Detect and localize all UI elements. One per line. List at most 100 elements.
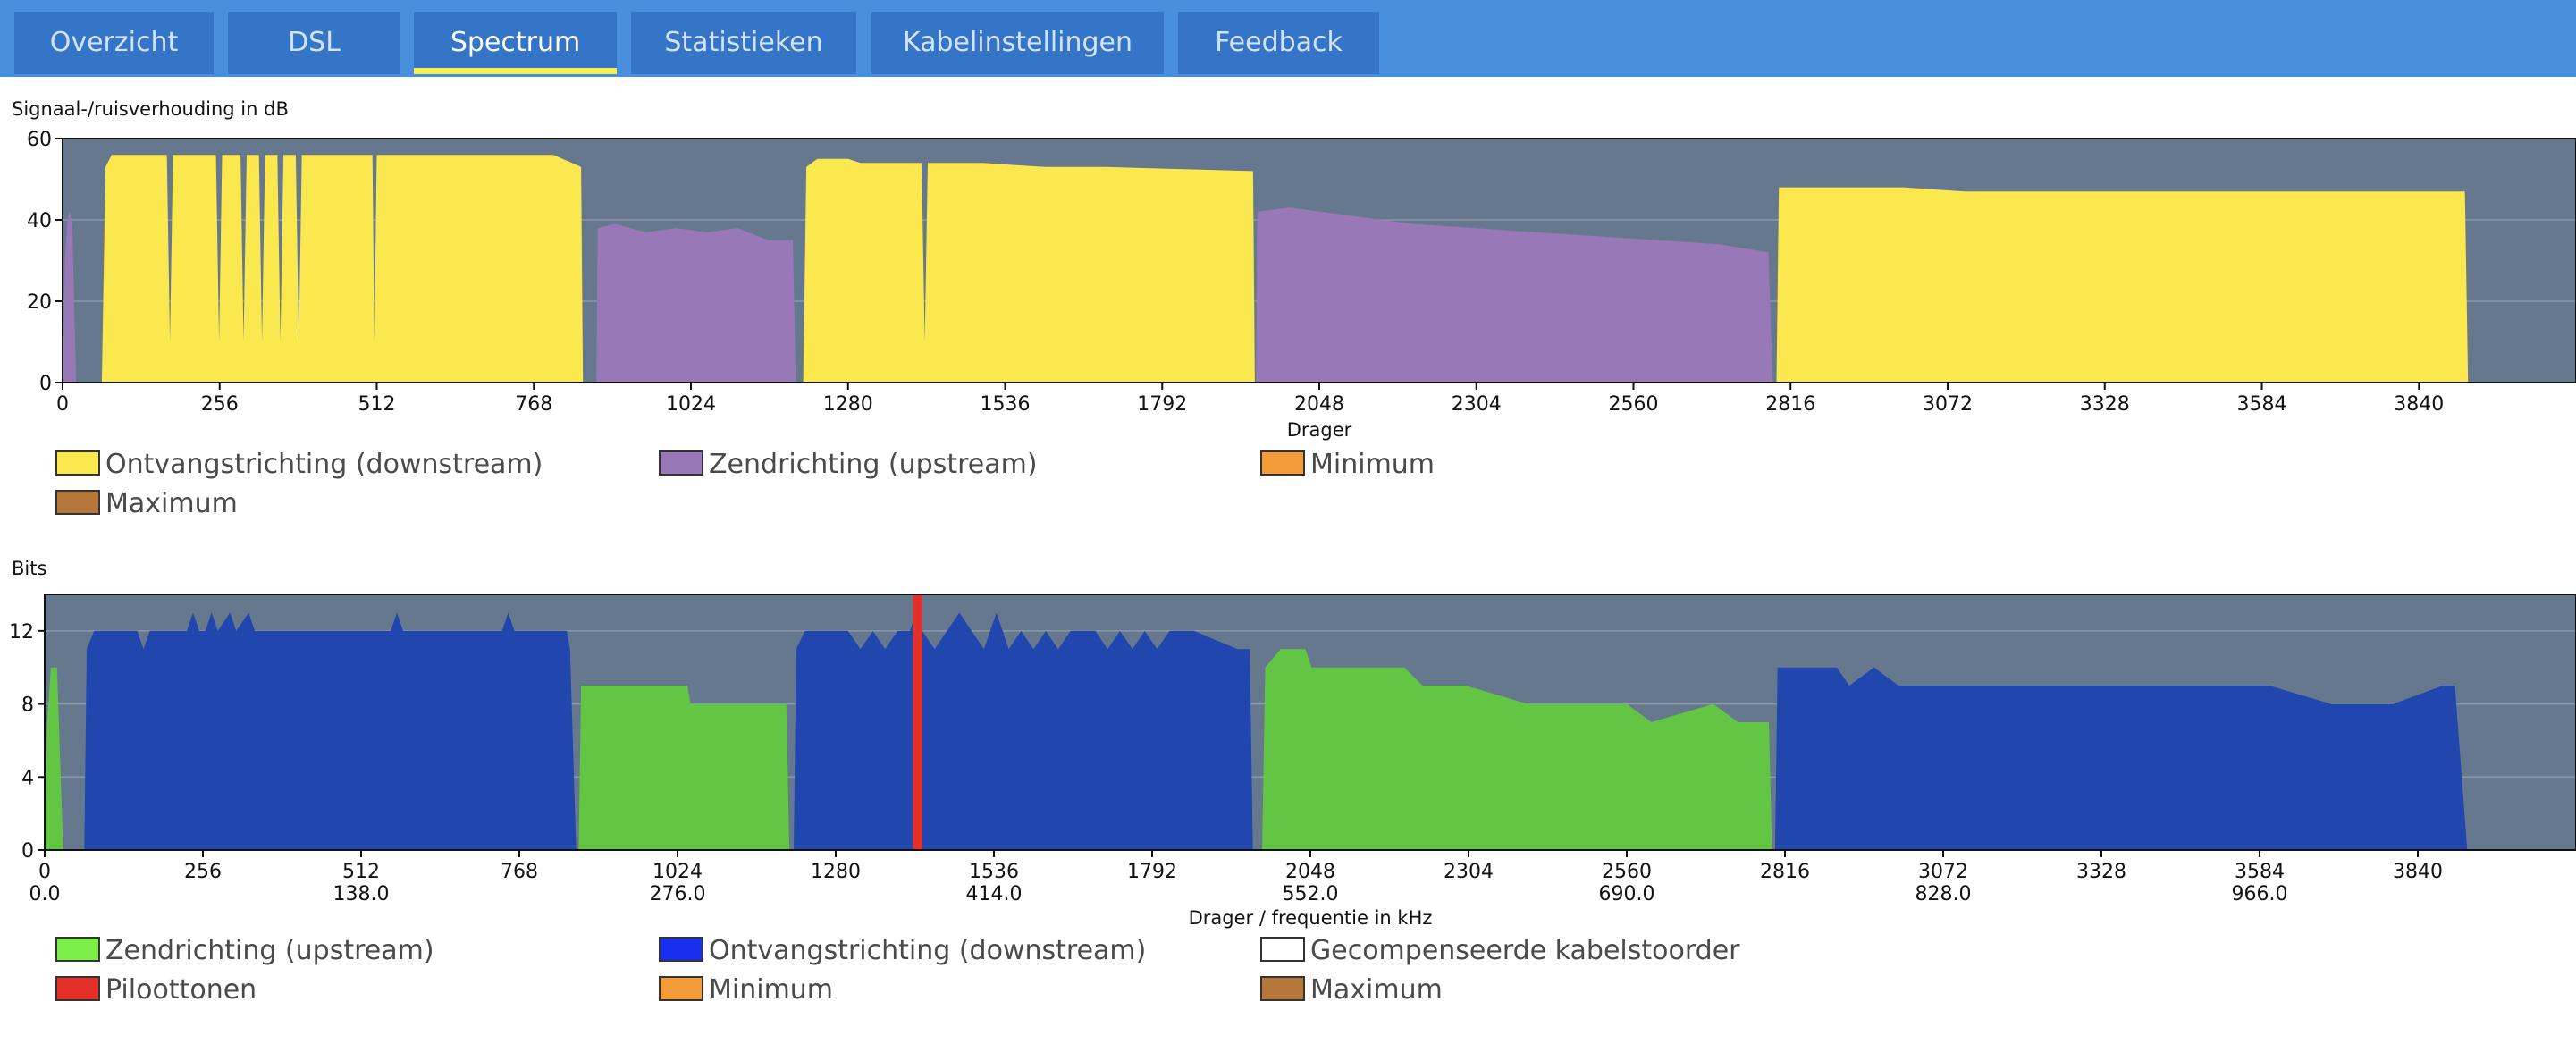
series-ontvangstrichting-downstream- [101,155,2469,383]
legend-swatch [659,975,703,1001]
series-zendrichting-upstream- [63,207,1773,383]
x-tick-label: 3328 [2076,861,2126,883]
tab-label: Statistieken [664,27,823,58]
series-zendrichting-upstream- [45,649,1772,850]
tab-dsl[interactable]: DSL [228,12,400,74]
x-tick-label: 2560 [1609,393,1659,416]
y-tick-label: 40 [27,210,52,232]
tab-statistieken[interactable]: Statistieken [631,12,856,74]
legend-label: Zendrichting (upstream) [709,449,1038,480]
x-tick-label: 2048 [1285,861,1335,883]
legend-swatch [659,450,703,476]
x-tick-label: 1792 [1127,861,1177,883]
x-tick-label: 256 [184,861,222,883]
x-tick-label: 1536 [981,393,1031,416]
tab-overzicht[interactable]: Overzicht [14,12,214,74]
x-tick-label: 512 [358,393,396,416]
x-tick-label: 1024 [666,393,716,416]
snr-chart: 0 20 40 60 0 256 512 768 1024 1280 1536 1792 2048 230… [27,129,2576,441]
x-tick-label: 1024 [652,861,703,883]
y-tick-label: 8 [21,695,34,717]
legend-swatch [1260,936,1305,962]
legend-swatch [1260,975,1305,1001]
x-tick-label: 1280 [823,393,873,416]
x-tick-label: 3072 [1918,861,1968,883]
legend-label: Maximum [1310,974,1443,1006]
tab-label: Feedback [1215,27,1343,58]
x-tick-label: 3328 [2080,393,2130,416]
x-tick-label: 1280 [811,861,861,883]
snr-chart-ylabel: Signaal-/ruisverhouding in dB [12,98,289,120]
x-tick-label: 1536 [969,861,1019,883]
legend-label: Piloottonen [105,974,257,1006]
x-axis-label: Drager / frequentie in kHz [1189,907,1433,929]
x-tick-label: 768 [515,393,552,416]
x-tick-label: 256 [201,393,239,416]
tab-feedback[interactable]: Feedback [1178,12,1379,74]
x-tick-label: 2048 [1294,393,1344,416]
bits-chart: 0 4 8 12 0 256 512 768 1024 1280 1536 1792 2048 2304 2… [9,594,2576,929]
y-tick-label: 20 [27,291,52,314]
tab-label: Spectrum [450,27,581,58]
bits-chart-ylabel: Bits [12,558,47,579]
x-tick-label: 3584 [2235,861,2285,883]
legend-bits-maximum: Maximum [1260,975,1443,1006]
legend-bits-downstream: Ontvangstrichting (downstream) [659,936,1146,966]
series-piloottonen [913,594,922,850]
y-tick-label: 0 [21,840,34,863]
x-tick-label: 512 [342,861,380,883]
legend-swatch [55,936,100,962]
y-tick-label: 4 [21,767,34,789]
x-tick-label: 0 [38,861,51,883]
tab-spectrum[interactable]: Spectrum [414,12,617,74]
legend-snr-upstream: Zendrichting (upstream) [659,450,1038,480]
x-tick-khz-label: 0.0 [29,883,61,905]
legend-bits-minimum: Minimum [659,975,833,1006]
x-axis-label: Drager [1287,419,1352,441]
x-tick-label: 2304 [1452,393,1502,416]
active-tab-indicator [414,68,617,74]
legend-label: Maximum [105,488,238,519]
legend-snr-minimum: Minimum [1260,450,1435,480]
legend-label: Ontvangstrichting (downstream) [105,449,543,480]
y-tick-label: 12 [9,621,34,644]
legend-label: Minimum [1310,449,1435,480]
x-tick-label: 2816 [1765,393,1815,416]
legend-swatch [1260,450,1305,476]
tab-label: Kabelinstellingen [902,27,1133,58]
y-tick-label: 60 [27,129,52,151]
x-tick-khz-label: 966.0 [2232,883,2288,905]
x-tick-label: 3840 [2393,861,2443,883]
x-tick-label: 768 [501,861,538,883]
legend-swatch [55,975,100,1001]
legend-label: Gecompenseerde kabelstoorder [1310,935,1740,966]
legend-swatch [659,936,703,962]
x-tick-khz-label: 414.0 [966,883,1023,905]
legend-bits-cable-noise: Gecompenseerde kabelstoorder [1260,936,1739,966]
legend-snr-maximum: Maximum [55,489,238,519]
tab-kabelinstellingen[interactable]: Kabelinstellingen [871,12,1164,74]
legend-swatch [55,450,100,476]
legend-snr-downstream: Ontvangstrichting (downstream) [55,450,543,480]
x-tick-khz-label: 552.0 [1283,883,1339,905]
legend-label: Ontvangstrichting (downstream) [709,935,1147,966]
y-tick-label: 0 [39,373,52,395]
tab-label: Overzicht [49,27,179,58]
x-tick-label: 3072 [1923,393,1973,416]
tab-bar: Overzicht DSL Spectrum Statistieken Kabe… [0,0,2576,77]
x-tick-label: 0 [56,393,69,416]
x-tick-khz-label: 138.0 [333,883,390,905]
x-tick-khz-label: 690.0 [1599,883,1655,905]
x-tick-label: 1792 [1137,393,1187,416]
x-tick-label: 3584 [2237,393,2287,416]
legend-bits-pilot: Piloottonen [55,975,257,1006]
x-tick-khz-label: 828.0 [1915,883,1972,905]
legend-label: Minimum [709,974,834,1006]
legend-bits-upstream: Zendrichting (upstream) [55,936,434,966]
tab-label: DSL [288,27,341,58]
x-tick-label: 2560 [1602,861,1652,883]
x-tick-label: 2304 [1444,861,1494,883]
legend-label: Zendrichting (upstream) [105,935,434,966]
x-tick-label: 3840 [2394,393,2444,416]
legend-swatch [55,489,100,515]
